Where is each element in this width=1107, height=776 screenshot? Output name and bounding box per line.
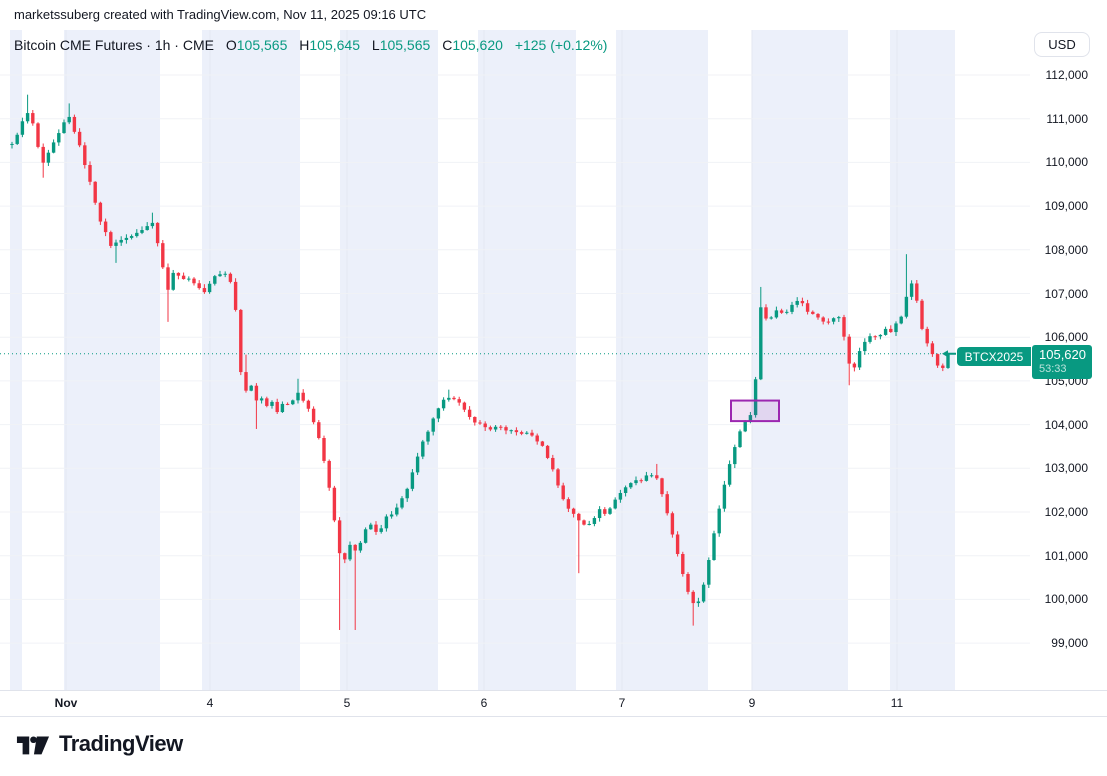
change-value: +125 (+0.12%)	[514, 37, 608, 53]
tradingview-wordmark: TradingView	[59, 731, 183, 756]
low-label: L	[371, 37, 380, 53]
interval-label[interactable]: 1h	[154, 37, 171, 53]
low-value: 105,565	[379, 37, 431, 53]
exchange-label: CME	[182, 37, 214, 53]
high-value: 105,645	[309, 37, 360, 53]
last-price-value: 105,620	[1039, 347, 1086, 362]
high-label: H	[299, 37, 310, 53]
last-price-marker	[942, 350, 956, 358]
candlestick-chart[interactable]	[0, 30, 1107, 690]
time-tick-label: Nov	[54, 696, 78, 710]
candlestick-series[interactable]	[10, 94, 950, 630]
time-tick-label: 9	[748, 696, 756, 710]
close-value: 105,620	[452, 37, 503, 53]
time-tick-label: 4	[206, 696, 214, 710]
symbol-title[interactable]: Bitcoin CME Futures	[14, 37, 143, 53]
chart-area[interactable]: Bitcoin CME Futures · 1h · CME O105,565 …	[0, 30, 1107, 690]
contract-badge: BTCX2025	[957, 347, 1031, 366]
tradingview-logo[interactable]: TradingView	[16, 731, 183, 757]
tradingview-mark-icon	[16, 736, 50, 755]
close-label: C	[442, 37, 453, 53]
currency-button[interactable]: USD	[1034, 32, 1090, 57]
time-tick-label: 6	[480, 696, 488, 710]
last-price-label: 105,620 53:33	[1032, 345, 1092, 379]
time-tick-label: 5	[343, 696, 351, 710]
session-bands	[10, 30, 955, 690]
footer: TradingView	[0, 717, 1107, 776]
bar-countdown: 53:33	[1039, 363, 1067, 375]
time-tick-label: 11	[890, 696, 904, 710]
horizontal-gridlines	[0, 74, 1030, 644]
attribution-text: marketssuberg created with TradingView.c…	[0, 0, 1107, 30]
open-label: O	[225, 37, 237, 53]
annotation-rectangle[interactable]	[730, 399, 780, 423]
open-value: 105,565	[236, 37, 288, 53]
vertical-gridlines	[65, 30, 898, 690]
symbol-header[interactable]: Bitcoin CME Futures · 1h · CME O105,565 …	[14, 37, 608, 53]
time-axis[interactable]: Nov 4 5 6 7 9 11	[0, 690, 1107, 717]
time-tick-label: 7	[618, 696, 626, 710]
